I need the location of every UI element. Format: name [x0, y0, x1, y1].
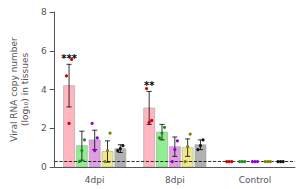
svg-text:2: 2 — [41, 123, 47, 133]
svg-text:8dpi: 8dpi — [165, 175, 185, 185]
svg-text:Control: Control — [239, 175, 272, 185]
svg-text:***: *** — [61, 53, 77, 64]
svg-text:Viral RNA copy number: Viral RNA copy number — [9, 37, 19, 142]
svg-text:0: 0 — [41, 162, 47, 172]
svg-text:4: 4 — [41, 85, 47, 95]
svg-text:(log₁₀) in tissues: (log₁₀) in tissues — [20, 53, 30, 127]
svg-text:4dpi: 4dpi — [85, 175, 105, 185]
svg-text:6: 6 — [41, 46, 47, 56]
svg-text:8: 8 — [41, 7, 47, 17]
svg-text:**: ** — [144, 80, 155, 91]
